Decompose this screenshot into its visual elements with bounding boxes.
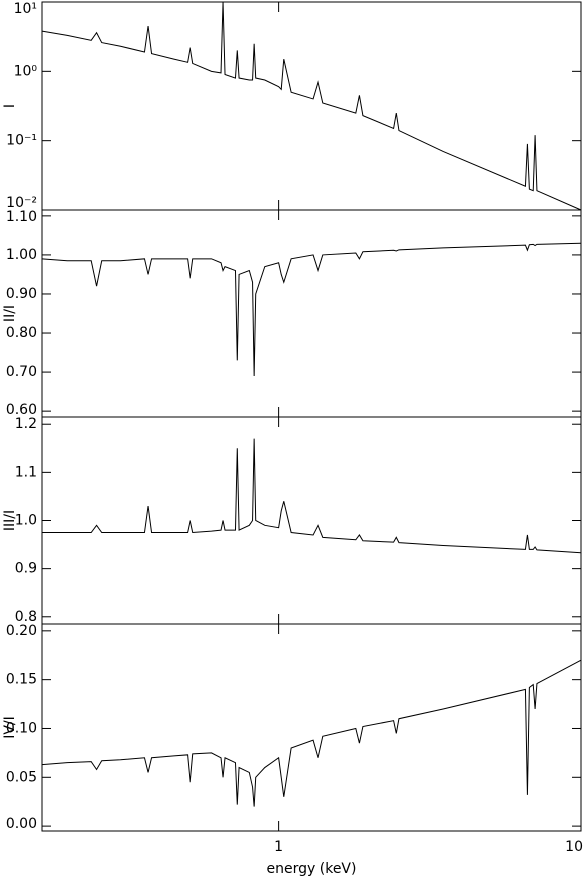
y-tick-label: 0.90	[6, 286, 37, 302]
panel-frame	[41, 623, 582, 832]
y-tick-label: 0.80	[6, 325, 37, 341]
spectrum-line	[41, 242, 582, 376]
x-tick-label: 10	[565, 839, 583, 855]
y-tick-label: 0.20	[6, 623, 37, 639]
y-axis-label: IV/I	[2, 716, 18, 739]
y-tick-label: 1.10	[6, 209, 37, 225]
panel-frame	[41, 1, 582, 211]
y-tick-label: 1.0	[15, 513, 37, 529]
y-axis-label: III/I	[2, 510, 18, 531]
spectrum-line	[41, 1, 582, 211]
x-axis-label: energy (keV)	[267, 861, 357, 877]
x-tick-label: 1	[274, 839, 283, 855]
y-tick-label: 0.10	[6, 720, 37, 736]
y-tick-label: 0.05	[6, 769, 37, 785]
y-tick-label: 0.15	[6, 672, 37, 688]
panel-frame	[41, 416, 582, 625]
y-tick-label: 0.70	[6, 364, 37, 380]
y-tick-label: 10⁻²	[6, 195, 37, 211]
y-tick-label: 0.8	[15, 609, 37, 625]
y-tick-label: 1.00	[6, 247, 37, 263]
spectrum-line	[42, 438, 582, 554]
spectrum-line	[41, 659, 582, 807]
y-tick-label: 1.1	[15, 464, 37, 480]
panel-frame	[41, 209, 582, 418]
y-axis-label: I	[2, 104, 18, 108]
y-tick-label: 10⁰	[14, 63, 38, 79]
y-tick-label: 1.2	[15, 416, 37, 432]
y-tick-label: 0.9	[15, 561, 37, 577]
y-tick-label: 10¹	[14, 1, 37, 17]
y-tick-label: 0.60	[6, 402, 37, 418]
y-tick-label: 10⁻¹	[6, 133, 37, 149]
y-tick-label: 0.00	[6, 816, 37, 832]
y-axis-label: II/I	[2, 305, 18, 322]
